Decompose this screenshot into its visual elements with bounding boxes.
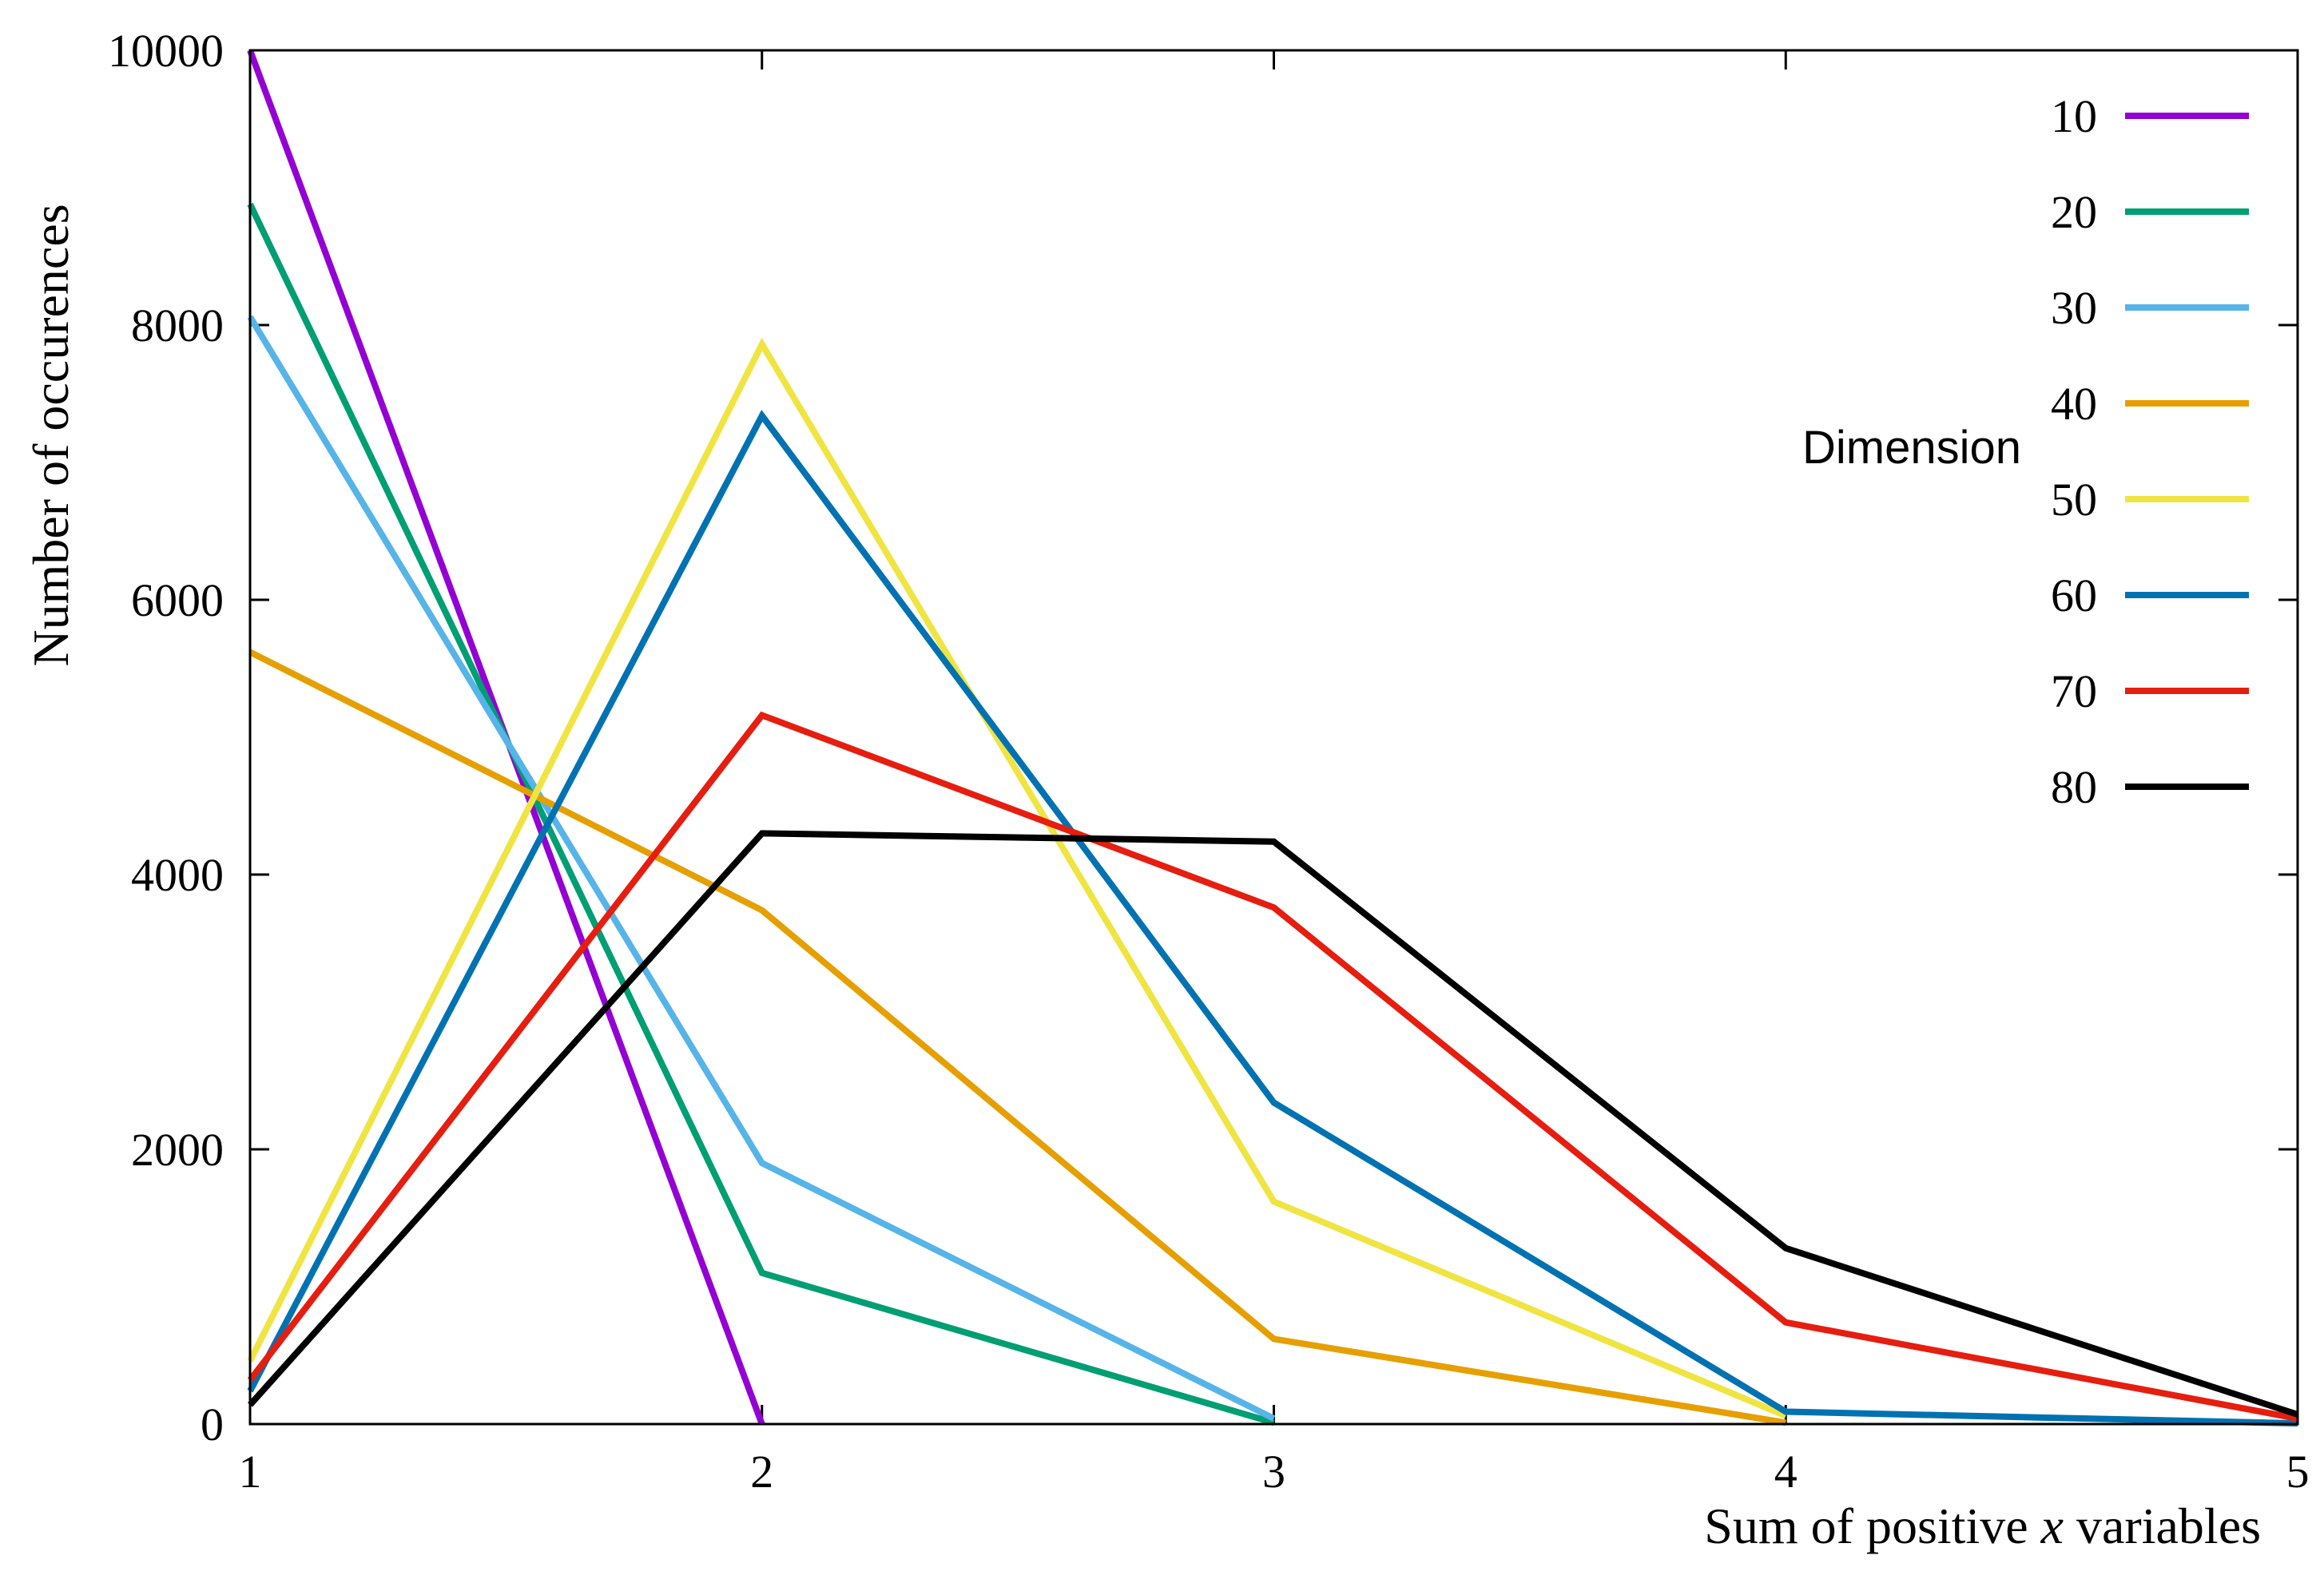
x-tick-label: 4 (1774, 1446, 1798, 1498)
x-axis-title: Sum of positive x variables (1704, 1498, 2261, 1554)
x-axis-title-prefix: Sum of positive (1704, 1498, 2040, 1554)
legend-label-dim-80: 80 (2051, 761, 2097, 813)
x-tick-label: 3 (1262, 1446, 1285, 1498)
legend-label-dim-50: 50 (2051, 474, 2097, 526)
x-axis-title-variable: x (2040, 1498, 2064, 1554)
plot-frame (248, 49, 2299, 1426)
x-tick-label: 2 (750, 1446, 773, 1498)
y-tick-label: 6000 (131, 574, 224, 626)
y-tick-label: 0 (201, 1399, 224, 1450)
series-line-dim-80 (248, 830, 2299, 1418)
x-tick-label: 1 (239, 1446, 262, 1498)
series-line-dim-70 (247, 711, 2298, 1422)
series-line-dim-50 (247, 337, 1787, 1419)
y-axis-title: Number of occurences (22, 204, 79, 666)
legend-label-dim-40: 40 (2051, 378, 2097, 430)
legend: 10 20 30 40 50 60 70 80 (2051, 90, 2249, 813)
y-tick-label: 10000 (108, 25, 224, 77)
series-line-dim-30 (247, 315, 1276, 1422)
x-tick-label: 5 (2286, 1446, 2310, 1498)
legend-label-dim-10: 10 (2051, 90, 2097, 142)
series-lines (247, 49, 2299, 1427)
y-tick-label: 2000 (131, 1124, 224, 1176)
series-line-dim-20 (247, 202, 1275, 1426)
series-line-dim-60 (247, 410, 2298, 1427)
legend-label-dim-60: 60 (2051, 569, 2097, 621)
x-axis-title-suffix: variables (2064, 1498, 2261, 1554)
legend-label-dim-20: 20 (2051, 186, 2097, 238)
axis-ticks (248, 49, 2299, 1426)
y-tick-label: 4000 (131, 849, 224, 901)
legend-label-dim-70: 70 (2051, 665, 2097, 717)
legend-title: Dimension (1802, 422, 2021, 474)
y-tick-label: 8000 (131, 300, 224, 351)
legend-label-dim-30: 30 (2051, 282, 2097, 334)
series-line-dim-40 (248, 649, 1786, 1426)
